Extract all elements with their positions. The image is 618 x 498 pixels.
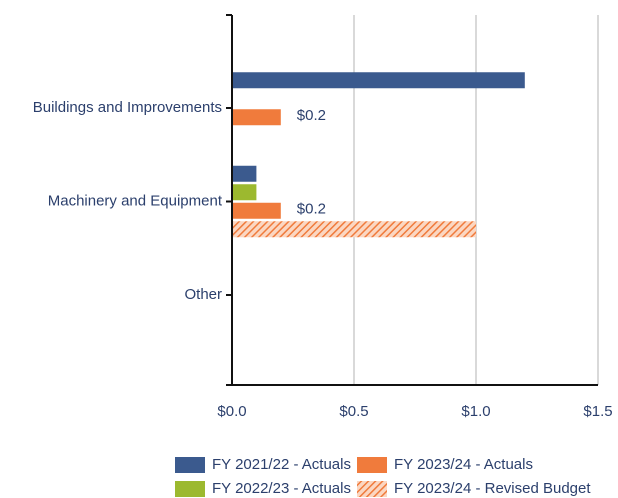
bar	[232, 165, 257, 182]
bar	[232, 72, 525, 89]
legend-label: FY 2021/22 - Actuals	[212, 456, 351, 473]
value-label: $0.2	[297, 201, 326, 218]
legend-label: FY 2022/23 - Actuals	[212, 480, 351, 497]
x-tick-label: $0.5	[339, 403, 368, 420]
x-tick-label: $1.5	[583, 403, 612, 420]
x-tick-label: $0.0	[217, 403, 246, 420]
bar	[232, 109, 281, 126]
bar	[232, 202, 281, 219]
x-tick-label: $1.0	[461, 403, 490, 420]
legend-swatch	[175, 457, 205, 473]
y-tick-label: Other	[184, 286, 222, 303]
legend-label: FY 2023/24 - Actuals	[394, 456, 533, 473]
value-label: $0.2	[297, 107, 326, 124]
y-tick-label: Machinery and Equipment	[48, 192, 223, 209]
legend-swatch	[357, 457, 387, 473]
y-tick-label: Buildings and Improvements	[33, 99, 222, 116]
bar	[232, 221, 476, 238]
legend-label: FY 2023/24 - Revised Budget	[394, 480, 591, 497]
legend-swatch	[175, 481, 205, 497]
legend-swatch	[357, 481, 387, 497]
bar	[232, 184, 257, 201]
